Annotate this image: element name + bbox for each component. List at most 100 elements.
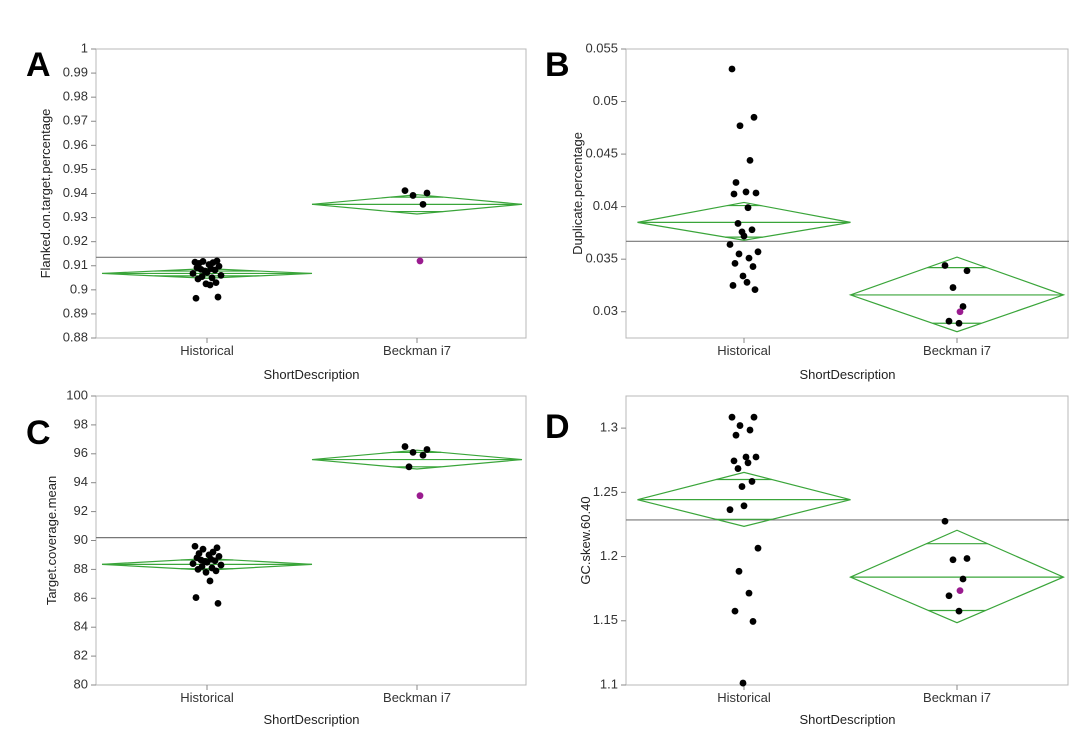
data-point [744,204,752,212]
data-point [217,271,225,279]
y-axis-title: GC.skew.60.40 [578,496,593,584]
y-tick-label: 0.93 [63,209,88,224]
data-point [752,189,760,197]
data-point [211,557,219,565]
y-tick-label: 0.04 [593,198,618,213]
y-tick-label: 0.97 [63,113,88,128]
y-tick-label: 0.92 [63,233,88,248]
panel-letter: A [26,46,51,84]
y-tick-label: 1.1 [600,676,618,691]
panel-a: A 0.88 0.89 0.9 0.91 0.92 0.93 0.94 0.95 0.96 0.97… [26,40,527,382]
x-tick-label: Historical [717,690,771,705]
data-point [728,65,736,73]
y-tick-label: 94 [74,474,88,489]
data-point [409,192,417,199]
y-tick-label: 0.89 [63,305,88,320]
plot-frame [95,48,527,339]
data-point [189,270,197,277]
data-point [949,556,957,564]
y-tick-label: 0.03 [593,303,618,318]
data-point [419,200,427,208]
highlight-point [416,257,424,265]
data-point [963,555,971,562]
data-point [742,453,750,461]
data-point [735,567,743,575]
y-tick-label: 0.91 [63,257,88,272]
x-axis-title: ShortDescription [263,712,359,727]
data-point [731,607,739,615]
y-tick-label: 0.035 [585,251,618,266]
data-point [194,566,202,573]
data-point [208,274,216,282]
y-tick-label: 98 [74,416,88,431]
y-tick-label: 88 [74,561,88,576]
data-point [191,542,199,550]
data-point [742,188,750,196]
data-point [745,589,753,597]
panel-d: D 1.1 1.15 1.2 1.25 1.3 Historical Beckman i7 Sh… [545,395,1069,727]
data-point [955,319,963,327]
panel-letter: C [26,414,51,452]
plot-frame [625,395,1069,686]
panel-b: B 0.03 0.035 0.04 0.045 0.05 0.055 Historical Be… [545,40,1069,382]
data-point [739,679,747,687]
data-point [189,560,197,568]
y-tick-label: 0.9 [70,281,88,296]
y-tick-label: 0.05 [593,93,618,108]
y-tick-label: 82 [74,648,88,663]
x-tick-label: Beckman i7 [383,343,451,358]
data-point [750,113,758,121]
data-point [740,232,748,240]
y-tick-label: 86 [74,590,88,605]
data-point [754,248,762,256]
x-tick-label: Beckman i7 [383,690,451,705]
y-tick-label: 0.96 [63,137,88,152]
data-point [751,286,759,294]
data-point [732,179,740,186]
data-point [959,303,967,310]
y-tick-label: 1.3 [600,420,618,435]
data-point [206,577,214,585]
data-point [745,254,753,262]
data-point [401,187,409,195]
y-tick-label: 1.15 [593,612,618,627]
data-point [941,262,949,269]
y-tick-label: 0.95 [63,161,88,176]
data-point [214,293,222,301]
data-point [203,269,211,276]
y-tick-label: 0.045 [585,146,618,161]
x-axis-title: ShortDescription [799,712,895,727]
y-tick-label: 84 [74,619,88,634]
y-axis-title: Flanked.on.target.percentage [38,109,53,279]
y-tick-label: 0.98 [63,89,88,104]
data-point [750,413,758,421]
data-point [732,431,740,439]
y-tick-label: 1 [81,40,88,55]
data-point [726,506,734,514]
plot-frame [95,395,527,686]
data-point [746,426,754,434]
data-point [192,294,200,302]
data-point [731,259,739,267]
y-tick-label: 0.99 [63,65,88,80]
x-tick-label: Historical [180,343,234,358]
data-point [752,453,760,461]
y-tick-label: 0.94 [63,185,88,200]
x-tick-label: Historical [180,690,234,705]
y-tick-label: 0.88 [63,329,88,344]
data-point [740,502,748,510]
y-axis-title: Duplicate.percentage [570,132,585,255]
data-point [748,226,756,234]
data-point [401,443,409,450]
y-tick-label: 92 [74,503,88,518]
y-axis-title: Target.coverage.mean [44,476,59,605]
data-point [945,317,953,325]
y-tick-label: 90 [74,532,88,547]
data-point [746,156,754,164]
data-point [194,275,202,283]
data-point [738,483,746,490]
data-point [736,122,744,130]
data-point [214,599,222,607]
data-point [739,272,747,280]
data-point [409,448,417,456]
